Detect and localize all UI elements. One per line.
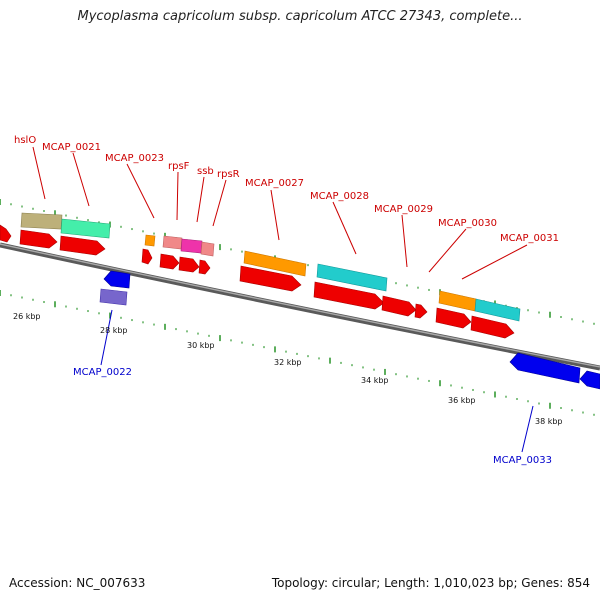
accession-text: Accession: NC_007633 [9,576,146,590]
leader-line [270,189,280,241]
gene-box-rpsR[interactable] [200,241,215,257]
gene-label-mcap-0028[interactable]: MCAP_0028 [310,191,369,202]
reverse-gene-box[interactable] [99,288,128,306]
scale-labels: 26 kbp 28 kbp 30 kbp 32 kbp 34 kbp 36 kb… [13,312,563,426]
gene-box-ssb[interactable] [180,238,203,254]
leader-line [521,405,534,453]
gene-label-mcap-0023[interactable]: MCAP_0023 [105,153,164,164]
forward-gene-tier [20,212,521,322]
leader-line [461,244,528,280]
gene-label-mcap-0022[interactable]: MCAP_0022 [73,367,132,378]
cds-arrow[interactable] [313,281,385,310]
forward-cds-tier [0,224,515,339]
cds-arrow[interactable] [381,295,417,317]
reverse-strand-tier [99,270,600,390]
gene-label-mcap-0031[interactable]: MCAP_0031 [500,233,559,244]
reverse-cds-arrow[interactable] [579,370,600,390]
gene-box-hslO[interactable] [20,212,63,230]
kbp-label: 28 kbp [100,326,128,335]
gene-box-mcap-0023[interactable] [144,234,156,247]
kbp-label: 38 kbp [535,417,563,426]
cds-arrow[interactable] [141,248,153,265]
leader-line [196,176,205,223]
gene-box-mcap-0027[interactable] [243,250,307,277]
gene-box-rpsF[interactable] [162,235,183,250]
cds-arrow[interactable] [0,224,12,243]
leader-line [401,214,408,268]
gene-label-ssb[interactable]: ssb [197,166,214,177]
cds-arrow[interactable] [59,235,106,256]
leader-line [126,163,155,219]
genome-backbone [0,242,600,371]
gene-label-rpsR[interactable]: rpsR [217,169,240,180]
cds-arrow[interactable] [198,259,211,275]
kbp-label: 34 kbp [361,376,389,385]
leader-line [428,228,467,273]
cds-arrow[interactable] [159,253,180,270]
genome-backbone-highlight [0,243,600,368]
reverse-cds-arrow[interactable] [103,270,131,289]
cds-arrow[interactable] [435,307,472,329]
gene-label-mcap-0027[interactable]: MCAP_0027 [245,178,304,189]
cds-arrow[interactable] [239,265,302,292]
leader-line [72,152,90,207]
gene-labels: hslO MCAP_0021 MCAP_0023 rpsF ssb rpsR M… [14,135,559,466]
kbp-label: 32 kbp [274,358,302,367]
gene-label-mcap-0030[interactable]: MCAP_0030 [438,218,497,229]
gene-box-mcap-0028[interactable] [316,263,388,292]
cds-arrow[interactable] [19,229,58,249]
kbp-label: 26 kbp [13,312,41,321]
gene-box-mcap-0030[interactable] [438,290,477,312]
kbp-label: 36 kbp [448,396,476,405]
leader-line [212,179,227,227]
gene-label-rpsF[interactable]: rpsF [168,161,190,172]
gene-box-mcap-0021[interactable] [60,218,111,239]
gene-label-mcap-0029[interactable]: MCAP_0029 [374,204,433,215]
gene-label-hslO[interactable]: hslO [14,135,36,146]
leader-line [32,146,46,200]
leader-line [100,309,113,366]
leader-line [332,201,357,255]
genome-stats-text: Topology: circular; Length: 1,010,023 bp… [271,576,590,590]
cds-arrow[interactable] [178,256,200,273]
kbp-label: 30 kbp [187,341,215,350]
gene-box-mcap-0031[interactable] [474,298,521,322]
cds-arrow[interactable] [414,303,428,319]
leader-lines [32,146,534,453]
map-title: Mycoplasma capricolum subsp. capricolum … [77,9,523,24]
gene-label-mcap-0033[interactable]: MCAP_0033 [493,455,552,466]
cds-arrow[interactable] [470,315,515,339]
leader-line [176,171,179,221]
gene-label-mcap-0021[interactable]: MCAP_0021 [42,142,101,153]
reverse-cds-arrow[interactable] [509,352,581,384]
